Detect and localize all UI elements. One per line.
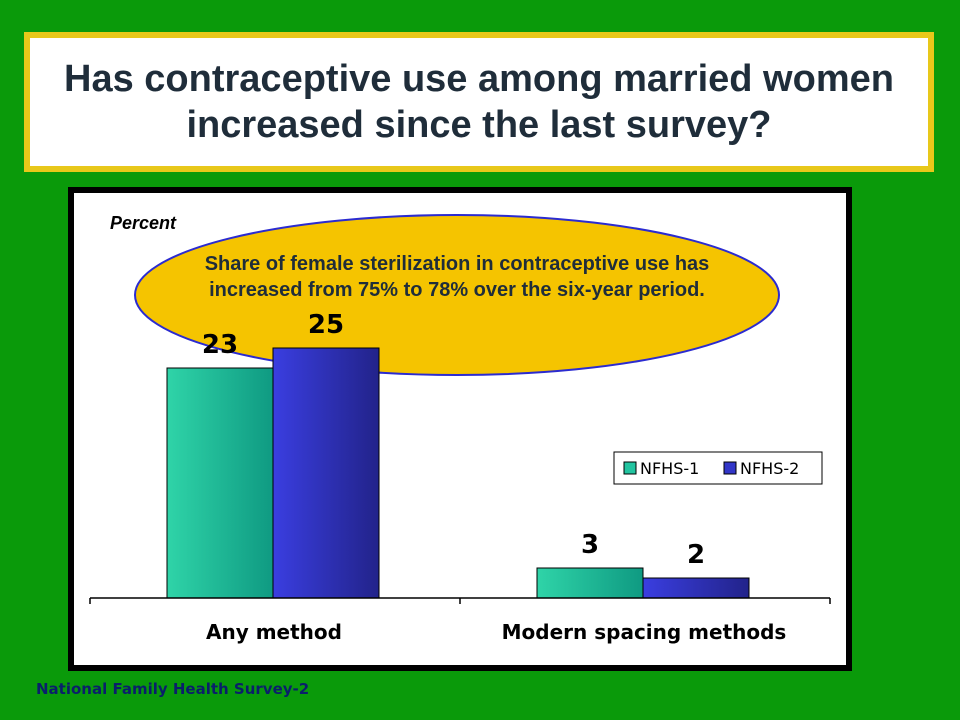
- legend-label-nfhs-1: NFHS-1: [640, 459, 699, 478]
- bar-nfhs-2-1: [642, 577, 750, 599]
- bars-group: 23 25 3 2: [166, 310, 750, 599]
- y-axis-label: Percent: [110, 213, 177, 233]
- data-label-nfhs-2-1: 2: [687, 540, 705, 570]
- chart-frame: Percent Share of female sterilization in…: [68, 187, 852, 671]
- x-tick-label-0: Any method: [206, 620, 342, 644]
- callout-text-box: Share of female sterilization in contrac…: [204, 253, 710, 302]
- bar-nfhs-1-1: [536, 567, 644, 599]
- footer-source: National Family Health Survey-2: [36, 680, 310, 698]
- x-tick-label-1: Modern spacing methods: [502, 620, 787, 644]
- legend: NFHS-1 NFHS-2: [613, 451, 823, 485]
- legend-box: [613, 451, 823, 485]
- data-label-nfhs-1-0: 23: [202, 330, 238, 360]
- chart-panel: Percent Share of female sterilization in…: [74, 193, 846, 665]
- legend-swatch-nfhs-1: [623, 461, 637, 475]
- page-title: Has contraceptive use among married wome…: [64, 57, 894, 146]
- legend-label-nfhs-2: NFHS-2: [740, 459, 799, 478]
- callout-ellipse: [134, 214, 780, 376]
- legend-swatch-nfhs-2: [723, 461, 737, 475]
- bar-chart: Percent Share of female sterilization in…: [89, 213, 831, 644]
- data-label-nfhs-1-1: 3: [581, 530, 599, 560]
- callout-text: Share of female sterilization in contrac…: [204, 253, 710, 302]
- bar-nfhs-2-0: [272, 347, 380, 599]
- x-tick-labels: Any method Modern spacing methods: [206, 620, 786, 644]
- data-label-nfhs-2-0: 25: [308, 310, 344, 340]
- title-box: Has contraceptive use among married wome…: [24, 32, 934, 172]
- bar-nfhs-1-0: [166, 367, 274, 599]
